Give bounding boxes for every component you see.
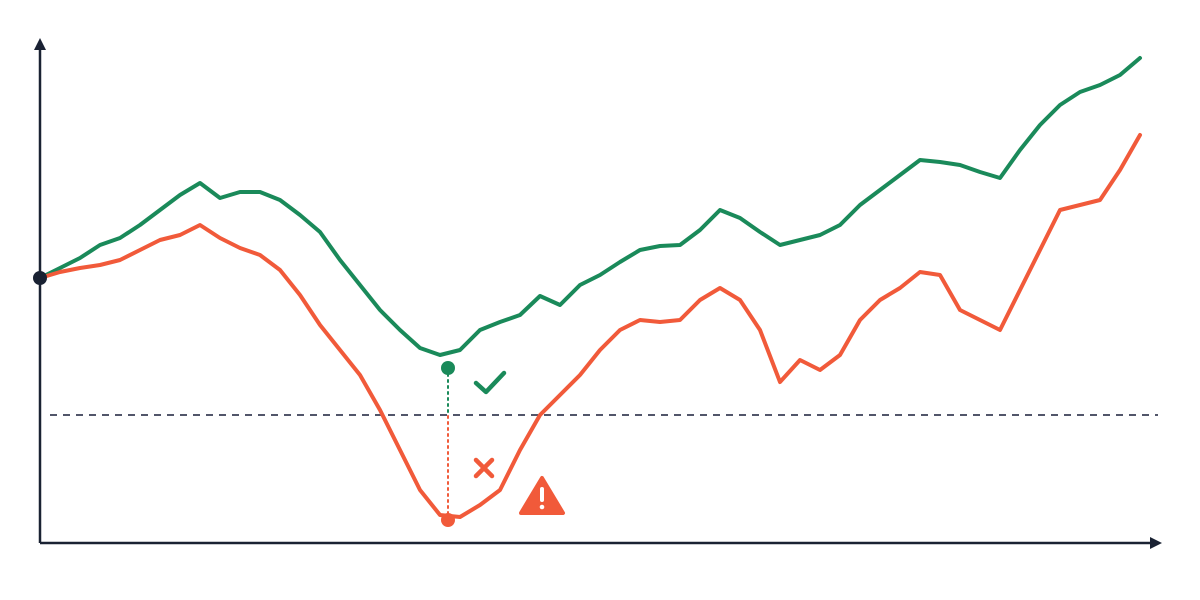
cross-icon (473, 457, 495, 479)
y-axis-arrow (34, 38, 46, 50)
point (441, 361, 455, 375)
point (441, 513, 455, 527)
check-icon (473, 370, 507, 395)
plot-area (33, 56, 1158, 527)
series-line (38, 133, 1142, 519)
warning-icon (519, 476, 565, 515)
x-axis-arrow (1150, 537, 1162, 549)
series-line (38, 56, 1142, 357)
